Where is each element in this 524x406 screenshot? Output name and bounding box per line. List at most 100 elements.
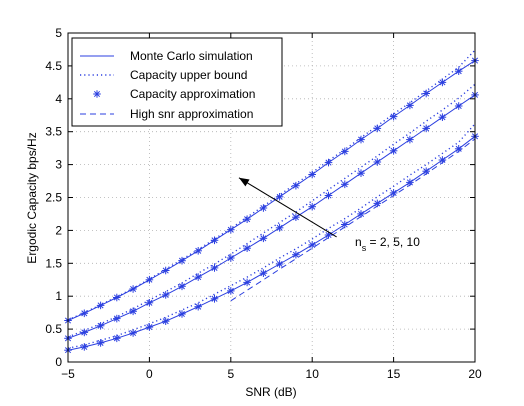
y-tick-label: 1.5 xyxy=(45,256,62,270)
approximation-marker xyxy=(292,181,300,190)
approximation-marker xyxy=(145,275,154,284)
approximation-marker xyxy=(308,202,316,211)
approximation-marker xyxy=(406,135,414,144)
approximation-marker xyxy=(422,124,430,133)
x-tick-label: 0 xyxy=(146,367,153,381)
y-tick-label: 3.5 xyxy=(45,125,62,139)
upper-bound-line xyxy=(67,49,476,321)
upper-bound-line xyxy=(67,123,476,349)
y-tick-label: 1 xyxy=(55,289,62,303)
annotation-n: n xyxy=(355,235,362,249)
approximation-marker xyxy=(373,124,382,133)
approximation-marker xyxy=(259,234,268,243)
approximation-marker xyxy=(438,156,447,164)
approximation-marker xyxy=(292,213,300,221)
approximation-marker xyxy=(145,323,154,331)
legend: Monte Carlo simulation Capacity upper bo… xyxy=(71,37,283,127)
approximation-marker xyxy=(406,101,414,110)
x-tick-label: 10 xyxy=(306,367,320,381)
approximation-marker xyxy=(454,102,463,110)
legend-label-upper-bound: Capacity upper bound xyxy=(130,68,247,82)
approximation-marker xyxy=(259,269,268,277)
x-tick-label: 20 xyxy=(468,367,482,381)
approximation-marker xyxy=(113,293,121,302)
approximation-marker xyxy=(80,309,89,318)
approximation-marker xyxy=(129,285,137,293)
y-axis-label: Ergodic Capacity bps/Hz xyxy=(25,132,39,263)
y-tick-label: 5 xyxy=(55,26,62,40)
x-tick-label: 5 xyxy=(227,367,234,381)
y-tick-label: 2 xyxy=(55,223,62,237)
approximation-marker xyxy=(438,113,447,121)
legend-label-high-snr: High snr approximation xyxy=(130,107,253,121)
y-tick-label: 4 xyxy=(55,92,62,106)
approximation-marker xyxy=(389,147,398,155)
y-tick-label: 0 xyxy=(55,355,62,369)
approximation-marker xyxy=(178,256,186,265)
x-axis-label: SNR (dB) xyxy=(245,385,296,399)
annotation-arrow-head xyxy=(238,177,250,187)
approximation-marker xyxy=(129,329,137,337)
approximation-marker xyxy=(357,169,365,177)
approximation-marker xyxy=(113,314,121,323)
upper-bound-line xyxy=(67,83,476,338)
approximation-marker xyxy=(178,310,186,318)
approximation-marker xyxy=(194,302,202,311)
approximation-marker xyxy=(96,322,105,330)
approximation-marker xyxy=(389,189,398,197)
annotation-arrow-line xyxy=(238,177,337,238)
legend-label-approximation: Capacity approximation xyxy=(130,87,255,101)
approximation-marker xyxy=(324,191,333,200)
approximation-marker xyxy=(161,317,170,325)
approximation-marker xyxy=(210,236,219,245)
approximation-marker xyxy=(454,145,463,153)
approximation-marker xyxy=(161,291,170,299)
approximation-marker xyxy=(178,282,186,291)
annotation-subscript: s xyxy=(362,243,367,253)
annotation-label: ns = 2, 5, 10 xyxy=(355,235,420,253)
annotation-values: = 2, 5, 10 xyxy=(366,235,420,249)
approximation-marker xyxy=(422,167,430,175)
approximation-marker xyxy=(341,147,349,156)
approximation-marker xyxy=(96,339,105,347)
legend-box xyxy=(71,37,283,127)
approximation-marker xyxy=(145,299,154,307)
y-tick-label: 0.5 xyxy=(45,322,62,336)
approximation-marker xyxy=(357,210,365,218)
approximation-marker xyxy=(373,199,382,208)
approximation-marker xyxy=(438,78,447,87)
approximation-marker xyxy=(454,67,463,75)
approximation-marker xyxy=(373,158,382,166)
approximation-marker xyxy=(227,254,235,262)
annotation xyxy=(238,177,337,238)
approximation-marker xyxy=(210,264,219,272)
legend-swatch-approximation xyxy=(93,90,101,98)
approximation-marker xyxy=(389,112,398,121)
series-layer xyxy=(64,49,479,354)
monte-carlo-line xyxy=(67,135,476,351)
approximation-marker xyxy=(406,178,414,187)
x-tick-label: −5 xyxy=(61,367,75,381)
series-group-ns-10 xyxy=(64,49,479,325)
approximation-marker xyxy=(227,225,235,234)
x-tick-label: 15 xyxy=(387,367,401,381)
approximation-marker xyxy=(357,135,365,144)
high-snr-line xyxy=(230,138,476,302)
approximation-marker xyxy=(194,247,202,255)
approximation-marker xyxy=(227,287,235,295)
approximation-marker xyxy=(161,266,170,275)
monte-carlo-line xyxy=(67,60,476,321)
approximation-marker xyxy=(275,224,284,232)
approximation-marker xyxy=(129,307,137,316)
approximation-marker xyxy=(308,170,316,179)
approximation-marker xyxy=(275,260,284,268)
legend-star-marker xyxy=(93,90,101,98)
approximation-marker xyxy=(341,180,349,189)
approximation-marker xyxy=(80,328,89,337)
approximation-marker xyxy=(259,204,268,212)
approximation-marker xyxy=(243,244,251,252)
approximation-marker xyxy=(243,278,251,287)
approximation-marker xyxy=(113,334,121,343)
